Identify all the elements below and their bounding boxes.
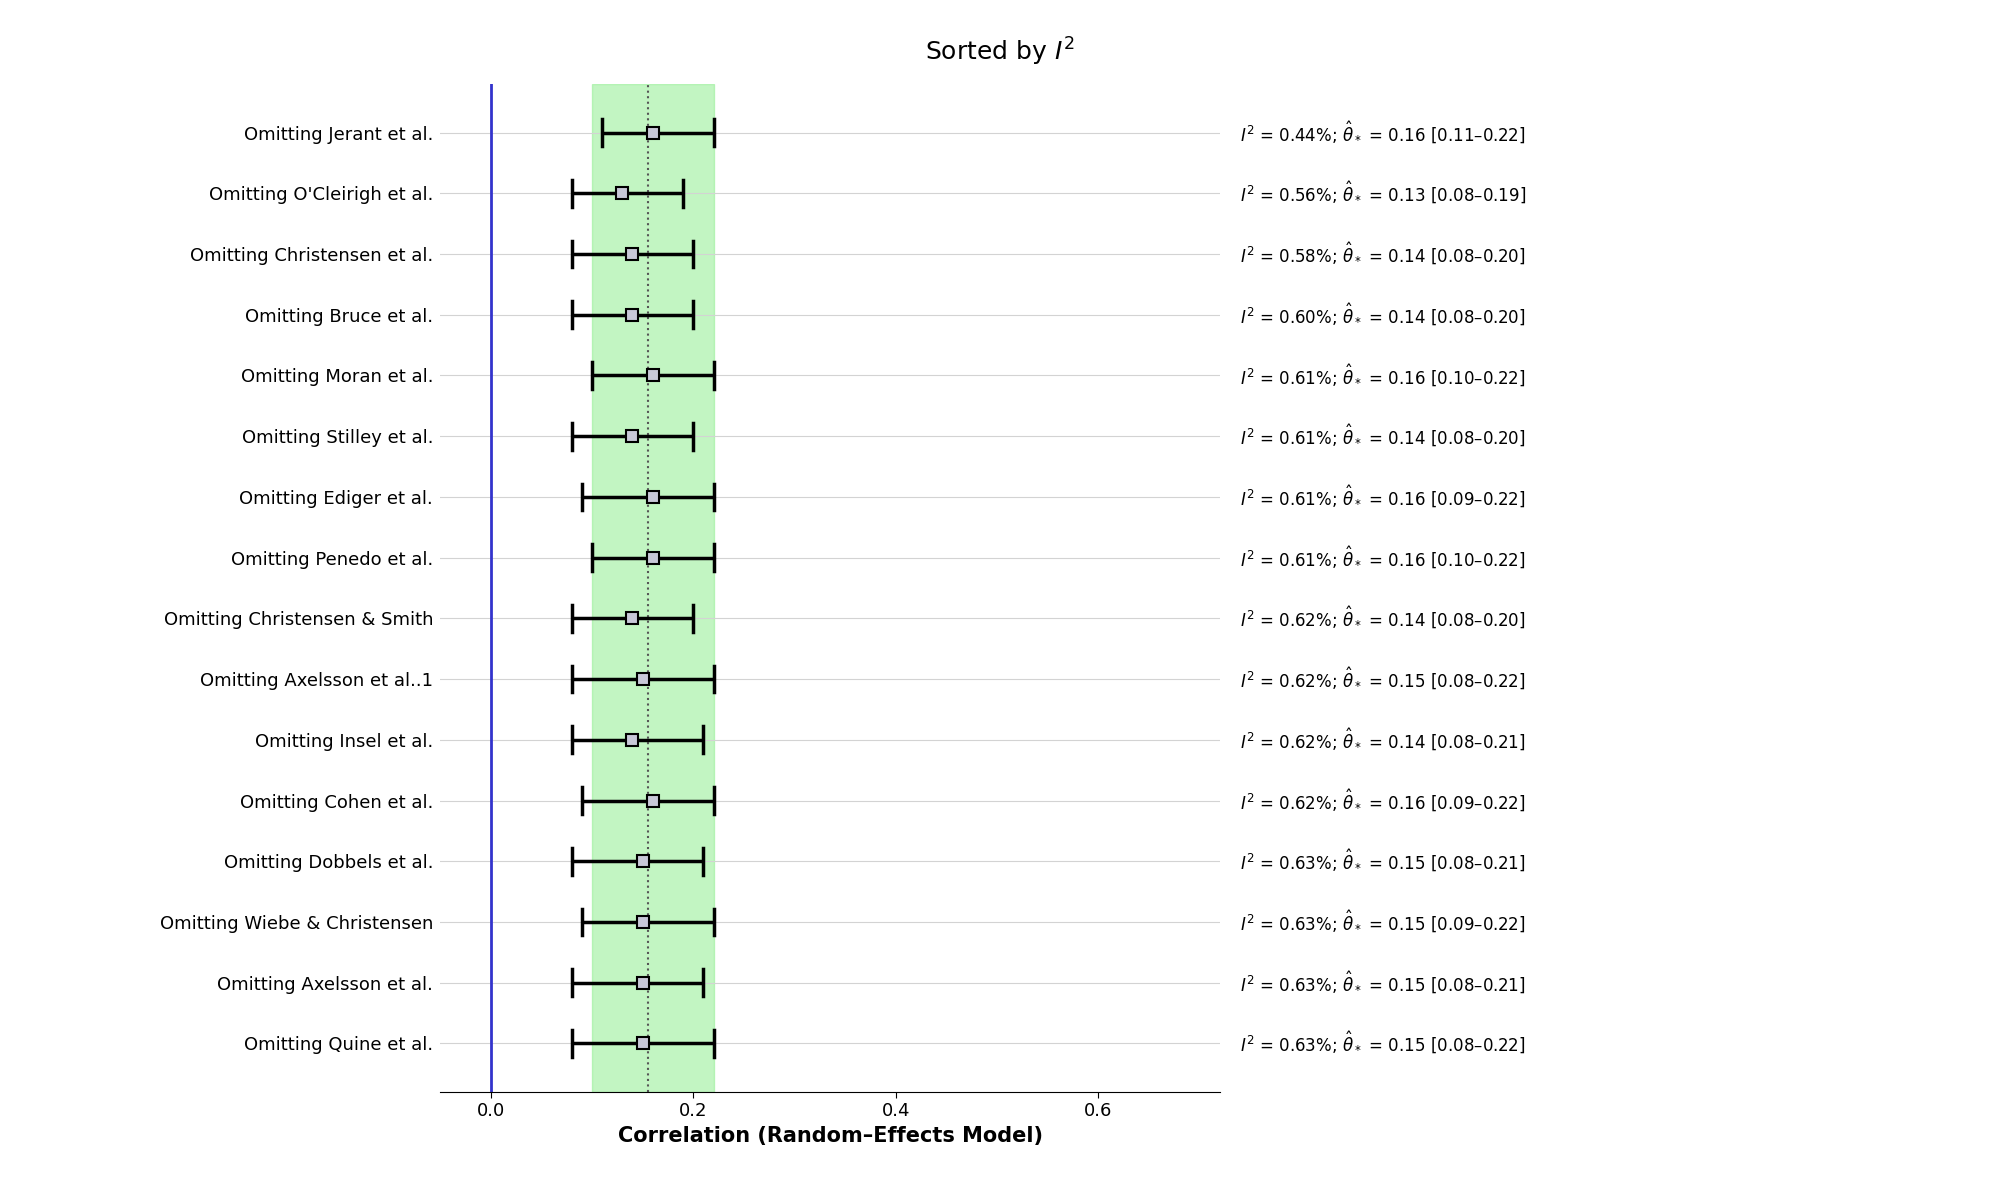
Bar bbox=[592, 84, 714, 1092]
Text: $I^2$ = 0.63%; $\hat{\theta}_*$ = 0.15 [0.08–0.21]: $I^2$ = 0.63%; $\hat{\theta}_*$ = 0.15 [… bbox=[1240, 848, 1526, 875]
Text: $I^2$ = 0.62%; $\hat{\theta}_*$ = 0.15 [0.08–0.22]: $I^2$ = 0.62%; $\hat{\theta}_*$ = 0.15 [… bbox=[1240, 666, 1526, 692]
Text: $I^2$ = 0.56%; $\hat{\theta}_*$ = 0.13 [0.08–0.19]: $I^2$ = 0.56%; $\hat{\theta}_*$ = 0.13 [… bbox=[1240, 180, 1526, 206]
X-axis label: Correlation (Random–Effects Model): Correlation (Random–Effects Model) bbox=[618, 1126, 1042, 1146]
Text: $I^2$ = 0.61%; $\hat{\theta}_*$ = 0.16 [0.10–0.22]: $I^2$ = 0.61%; $\hat{\theta}_*$ = 0.16 [… bbox=[1240, 545, 1526, 571]
Text: $I^2$ = 0.61%; $\hat{\theta}_*$ = 0.16 [0.09–0.22]: $I^2$ = 0.61%; $\hat{\theta}_*$ = 0.16 [… bbox=[1240, 484, 1526, 510]
Text: $I^2$ = 0.63%; $\hat{\theta}_*$ = 0.15 [0.09–0.22]: $I^2$ = 0.63%; $\hat{\theta}_*$ = 0.15 [… bbox=[1240, 908, 1526, 935]
Text: Sorted by $I^2$: Sorted by $I^2$ bbox=[926, 36, 1074, 68]
Text: $I^2$ = 0.62%; $\hat{\theta}_*$ = 0.14 [0.08–0.21]: $I^2$ = 0.62%; $\hat{\theta}_*$ = 0.14 [… bbox=[1240, 727, 1526, 752]
Text: $I^2$ = 0.61%; $\hat{\theta}_*$ = 0.16 [0.10–0.22]: $I^2$ = 0.61%; $\hat{\theta}_*$ = 0.16 [… bbox=[1240, 362, 1526, 389]
Text: $I^2$ = 0.63%; $\hat{\theta}_*$ = 0.15 [0.08–0.22]: $I^2$ = 0.63%; $\hat{\theta}_*$ = 0.15 [… bbox=[1240, 1031, 1526, 1056]
Text: $I^2$ = 0.61%; $\hat{\theta}_*$ = 0.14 [0.08–0.20]: $I^2$ = 0.61%; $\hat{\theta}_*$ = 0.14 [… bbox=[1240, 424, 1526, 449]
Text: $I^2$ = 0.58%; $\hat{\theta}_*$ = 0.14 [0.08–0.20]: $I^2$ = 0.58%; $\hat{\theta}_*$ = 0.14 [… bbox=[1240, 241, 1526, 268]
Text: $I^2$ = 0.63%; $\hat{\theta}_*$ = 0.15 [0.08–0.21]: $I^2$ = 0.63%; $\hat{\theta}_*$ = 0.15 [… bbox=[1240, 970, 1526, 996]
Text: $I^2$ = 0.62%; $\hat{\theta}_*$ = 0.14 [0.08–0.20]: $I^2$ = 0.62%; $\hat{\theta}_*$ = 0.14 [… bbox=[1240, 605, 1526, 631]
Text: $I^2$ = 0.44%; $\hat{\theta}_*$ = 0.16 [0.11–0.22]: $I^2$ = 0.44%; $\hat{\theta}_*$ = 0.16 [… bbox=[1240, 120, 1526, 145]
Text: $I^2$ = 0.62%; $\hat{\theta}_*$ = 0.16 [0.09–0.22]: $I^2$ = 0.62%; $\hat{\theta}_*$ = 0.16 [… bbox=[1240, 787, 1526, 814]
Text: $I^2$ = 0.60%; $\hat{\theta}_*$ = 0.14 [0.08–0.20]: $I^2$ = 0.60%; $\hat{\theta}_*$ = 0.14 [… bbox=[1240, 301, 1526, 328]
